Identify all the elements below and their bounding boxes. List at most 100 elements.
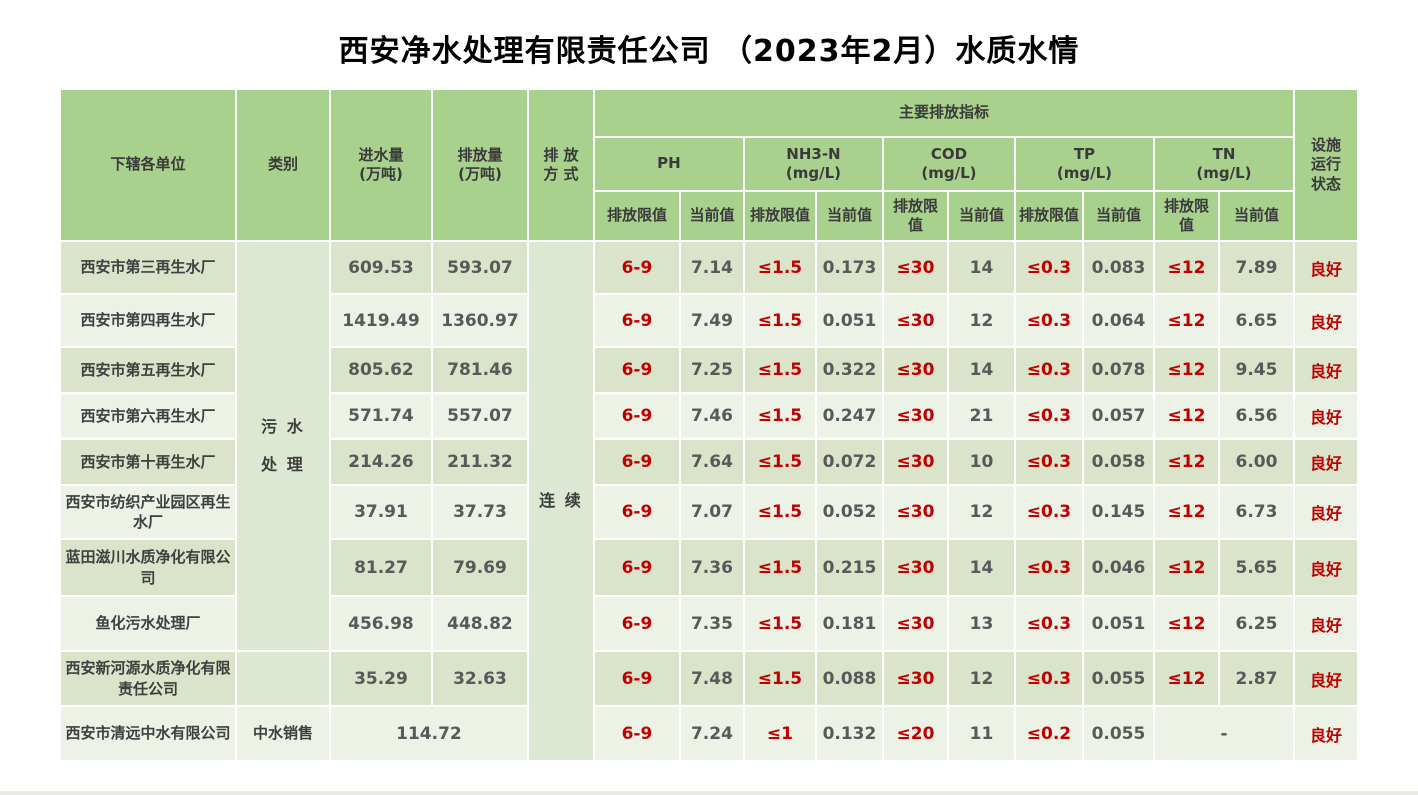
inflow-cell: 37.91 [330,486,431,538]
tn-merged-cell: - [1154,707,1294,760]
page-title: 西安净水处理有限责任公司 （2023年2月）水质水情 [338,34,1080,69]
nh3n-current-cell: 0.215 [816,540,882,595]
nh3n-limit-cell: ≤1.5 [744,486,815,538]
table-row: 西安市第四再生水厂 1419.49 1360.97 6-9 7.49 ≤1.5 0.051 ≤… [60,295,1358,346]
cod-current-cell: 21 [948,394,1014,438]
group-header-cod: COD (mg/L) [883,138,1014,190]
category-reclaimed-cell: 中水销售 [236,707,329,760]
nh3n-limit-cell: ≤1.5 [744,348,815,392]
table-row: 西安市第三再生水厂污 水 处 理 609.53 593.07 连 续 6-9 7.14 ≤1… [60,242,1358,760]
col-header-main-indicators: 主要排放指标 [594,90,1294,136]
col-header-facility-status: 设施 运行 状态 [1295,90,1358,240]
facility-status-cell: 良好 [1295,540,1358,595]
nh3n-limit-cell: ≤1.5 [744,540,815,595]
nh3n-current-cell: 0.088 [816,652,882,705]
nh3n-limit-cell: ≤1 [744,707,815,760]
facility-status-cell: 良好 [1295,486,1358,538]
table-row: 西安市第五再生水厂 805.62 781.46 6-9 7.25 ≤1.5 0.322 ≤30… [60,348,1358,392]
cod-limit-cell: ≤30 [883,486,947,538]
facility-status-cell: 良好 [1295,348,1358,392]
tn-current-cell: 6.25 [1219,597,1294,650]
tp-current-cell: 0.051 [1083,597,1153,650]
tn-limit-cell: ≤12 [1154,242,1218,293]
ph-limit-cell: 6-9 [594,707,679,760]
nh3n-current-cell: 0.181 [816,597,882,650]
ph-current-cell: 7.48 [680,652,743,705]
cod-current-cell: 14 [948,242,1014,293]
sub-header-ph-current: 当前值 [680,192,743,240]
facility-status-cell: 良好 [1295,597,1358,650]
water-quality-table: 下辖各单位 类别 进水量 (万吨) 排放量 (万吨) 排 放 方 式 主要排放指… [59,88,1359,762]
table-row: 蓝田滋川水质净化有限公司 81.27 79.69 6-9 7.36 ≤1.5 0.215 ≤3… [60,540,1358,595]
tp-current-cell: 0.055 [1083,652,1153,705]
ph-limit-cell: 6-9 [594,440,679,484]
cod-current-cell: 11 [948,707,1014,760]
sub-header-tn-current: 当前值 [1219,192,1294,240]
header-row-top: 下辖各单位 类别 进水量 (万吨) 排放量 (万吨) 排 放 方 式 主要排放指… [60,90,1358,240]
tn-current-cell: 9.45 [1219,348,1294,392]
nh3n-limit-cell: ≤1.5 [744,394,815,438]
table-body: 西安市第三再生水厂污 水 处 理 609.53 593.07 连 续 6-9 7.14 ≤1… [60,242,1358,760]
nh3n-current-cell: 0.173 [816,242,882,293]
group-header-ph: PH [594,138,743,190]
nh3n-limit-cell: ≤1.5 [744,242,815,293]
ph-current-cell: 7.35 [680,597,743,650]
tp-current-cell: 0.083 [1083,242,1153,293]
facility-status-cell: 良好 [1295,707,1358,760]
cod-limit-cell: ≤20 [883,707,947,760]
group-header-tp: TP (mg/L) [1015,138,1153,190]
tp-limit-cell: ≤0.3 [1015,540,1082,595]
nh3n-limit-cell: ≤1.5 [744,597,815,650]
tn-limit-cell: ≤12 [1154,597,1218,650]
cod-current-cell: 12 [948,295,1014,346]
tp-current-cell: 0.145 [1083,486,1153,538]
tp-limit-cell: ≤0.3 [1015,394,1082,438]
tn-current-cell: 6.73 [1219,486,1294,538]
ph-current-cell: 7.64 [680,440,743,484]
inflow-cell: 35.29 [330,652,431,705]
inflow-cell: 1419.49 [330,295,431,346]
inflow-cell: 214.26 [330,440,431,484]
tn-current-cell: 6.00 [1219,440,1294,484]
ph-current-cell: 7.46 [680,394,743,438]
tp-limit-cell: ≤0.3 [1015,295,1082,346]
ph-limit-cell: 6-9 [594,540,679,595]
nh3n-current-cell: 0.052 [816,486,882,538]
table-row: 西安市第六再生水厂 571.74 557.07 6-9 7.46 ≤1.5 0.247 ≤30… [60,394,1358,438]
unit-name-cell: 西安市第五再生水厂 [60,348,235,392]
unit-name-cell: 鱼化污水处理厂 [60,597,235,650]
inflow-cell: 805.62 [330,348,431,392]
header-row-groups: PH NH3-N (mg/L) COD (mg/L) TP (mg/L) TN … [61,138,1357,190]
table-row: 西安市第十再生水厂 214.26 211.32 6-9 7.64 ≤1.5 0.072 ≤30… [60,440,1358,484]
cod-limit-cell: ≤30 [883,348,947,392]
outflow-cell: 593.07 [432,242,527,293]
outflow-cell: 557.07 [432,394,527,438]
header-row-sub: 排放限值 当前值 排放限值 当前值 排放限值 当前值 排放限值 当前值 排放限值… [61,192,1357,240]
ph-limit-cell: 6-9 [594,242,679,293]
tp-limit-cell: ≤0.2 [1015,707,1082,760]
tp-limit-cell: ≤0.3 [1015,597,1082,650]
inflow-cell: 81.27 [330,540,431,595]
cod-current-cell: 14 [948,348,1014,392]
unit-name-cell: 蓝田滋川水质净化有限公司 [60,540,235,595]
col-header-outflow: 排放量 (万吨) [432,90,527,240]
tp-limit-cell: ≤0.3 [1015,486,1082,538]
inflow-cell: 571.74 [330,394,431,438]
group-header-tn: TN (mg/L) [1154,138,1294,190]
discharge-mode-merged-cell: 连 续 [528,242,593,760]
tp-limit-cell: ≤0.3 [1015,440,1082,484]
table-row: 西安市清远中水有限公司 中水销售 114.72 6-9 7.24 ≤1 0.132 ≤20 11… [60,707,1358,760]
inflow-cell: 609.53 [330,242,431,293]
tn-limit-cell: ≤12 [1154,486,1218,538]
col-header-units: 下辖各单位 [60,90,235,240]
table-header: 下辖各单位 类别 进水量 (万吨) 排放量 (万吨) 排 放 方 式 主要排放指… [60,90,1358,240]
unit-name-cell: 西安市纺织产业园区再生水厂 [60,486,235,538]
tp-current-cell: 0.064 [1083,295,1153,346]
sub-header-tp-current: 当前值 [1083,192,1153,240]
ph-limit-cell: 6-9 [594,486,679,538]
group-header-nh3n: NH3-N (mg/L) [744,138,882,190]
sub-header-cod-current: 当前值 [948,192,1014,240]
tn-current-cell: 6.56 [1219,394,1294,438]
tn-current-cell: 2.87 [1219,652,1294,705]
